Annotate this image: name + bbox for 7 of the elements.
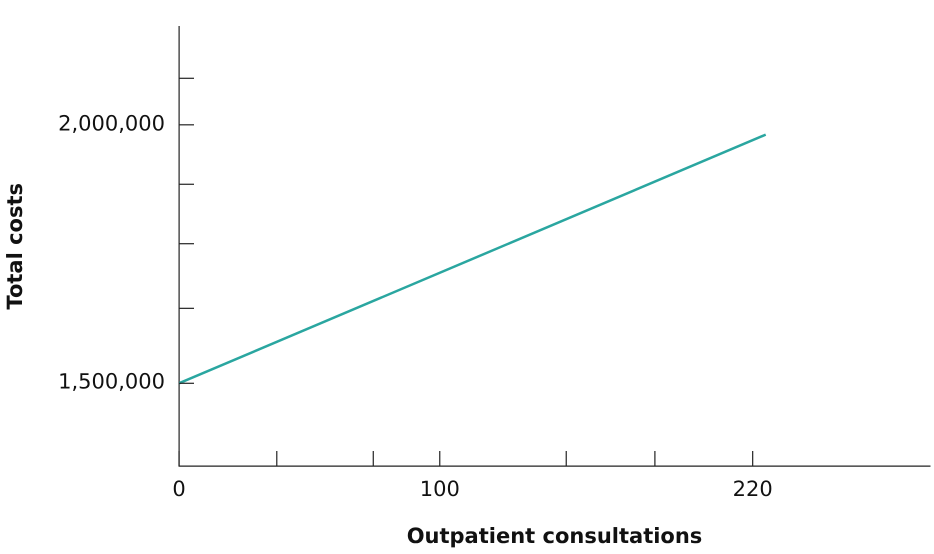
y-tick-label: 1,500,000	[58, 370, 165, 394]
y-tick-label: 2,000,000	[58, 111, 165, 136]
y-axis-title: Total costs	[3, 182, 28, 310]
x-tick-label: 220	[732, 477, 773, 502]
x-tick-label: 100	[420, 477, 460, 502]
x-tick-label: 0	[172, 477, 186, 502]
x-axis-title: Outpatient consultations	[406, 524, 702, 548]
